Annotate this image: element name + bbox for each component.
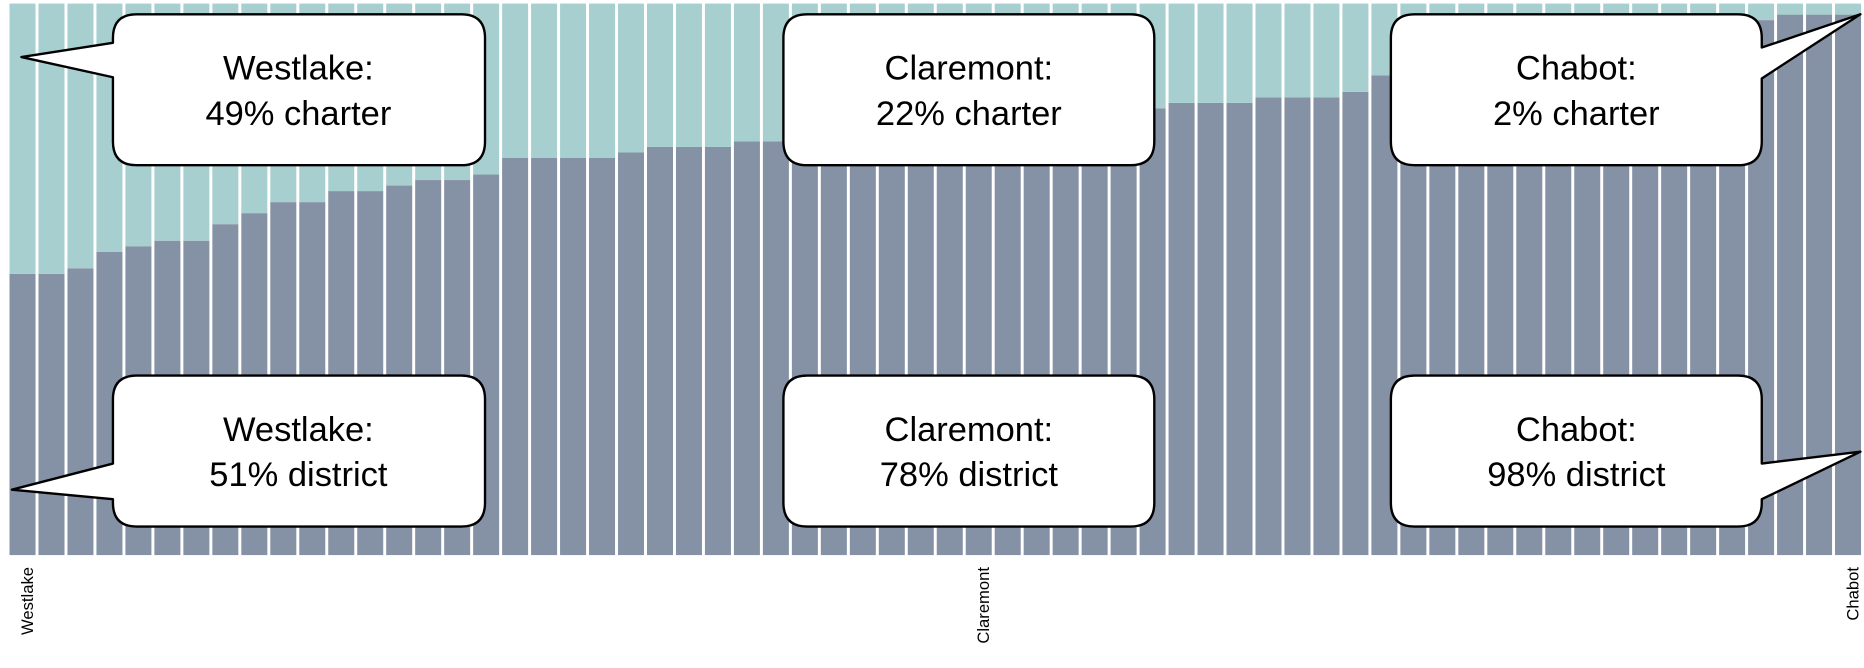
- bar-segment: [1168, 102, 1195, 556]
- bar-segment: [1226, 3, 1253, 103]
- bar-segment: [1255, 3, 1282, 98]
- bar-segment: [1284, 3, 1311, 98]
- annotation: 51% district: [209, 456, 388, 494]
- bar-segment: [618, 152, 645, 556]
- callout: [20, 13, 487, 167]
- bar-segment: [1806, 3, 1833, 15]
- bar-segment: [67, 3, 94, 269]
- bar-segment: [38, 273, 65, 556]
- bar-segment: [1226, 102, 1253, 556]
- bar-segment: [502, 3, 529, 158]
- annotation: 2% charter: [1493, 95, 1660, 133]
- annotation: Chabot:: [1516, 411, 1637, 449]
- bar-segment: [733, 3, 760, 142]
- bar-segment: [675, 3, 702, 147]
- bar-segment: [618, 3, 645, 153]
- bar-segment: [1835, 3, 1862, 15]
- bar-segment: [675, 146, 702, 556]
- callouts: Westlake: 49% charter Claremont: 22% cha…: [10, 13, 1862, 528]
- bar-segment: [531, 157, 558, 556]
- bar-segment: [704, 146, 731, 556]
- bar-segment: [67, 268, 94, 556]
- bar-segment: [1197, 102, 1224, 556]
- annotation: Westlake:: [223, 411, 374, 449]
- bar-segment: [560, 3, 587, 158]
- bar-segment: [704, 3, 731, 147]
- bar-segment: [1197, 3, 1224, 103]
- bar-segment: [1284, 97, 1311, 556]
- bar-segment: [9, 3, 36, 274]
- bar-segment: [9, 273, 36, 556]
- annotation: 22% charter: [876, 95, 1062, 133]
- annotation: Claremont:: [885, 50, 1054, 88]
- annotation: Claremont:: [885, 411, 1054, 449]
- x-tick-label: Claremont: [974, 567, 993, 644]
- callout: [782, 374, 1156, 528]
- bar-segment: [531, 3, 558, 158]
- bar-segment: [502, 157, 529, 556]
- callout: [782, 13, 1156, 167]
- annotation: 49% charter: [205, 95, 391, 133]
- annotation: Chabot:: [1516, 50, 1637, 88]
- callout: [10, 374, 487, 528]
- bar-segment: [1777, 3, 1804, 15]
- bar-segment: [733, 141, 760, 556]
- annotation: 78% district: [880, 456, 1059, 494]
- bar-segment: [1748, 3, 1775, 21]
- bar-segment: [1255, 97, 1282, 556]
- bar-segment: [646, 146, 673, 556]
- bar-segment: [1168, 3, 1195, 103]
- bar-segment: [560, 157, 587, 556]
- x-tick-label: Westlake: [18, 567, 37, 635]
- bar-segment: [646, 3, 673, 147]
- annotation: 98% district: [1487, 456, 1666, 494]
- bar-segment: [1313, 97, 1340, 556]
- bar-segment: [1342, 91, 1369, 556]
- bar-segment: [38, 3, 65, 274]
- bar-segment: [589, 3, 616, 158]
- bar-segment: [1342, 3, 1369, 92]
- bar-segment: [1313, 3, 1340, 98]
- x-tick-label: Chabot: [1843, 567, 1862, 621]
- callout: [1389, 374, 1862, 528]
- bar-segment: [589, 157, 616, 556]
- annotation: Westlake:: [223, 50, 374, 88]
- bar-segment: [1835, 14, 1862, 556]
- callout: [1389, 13, 1862, 167]
